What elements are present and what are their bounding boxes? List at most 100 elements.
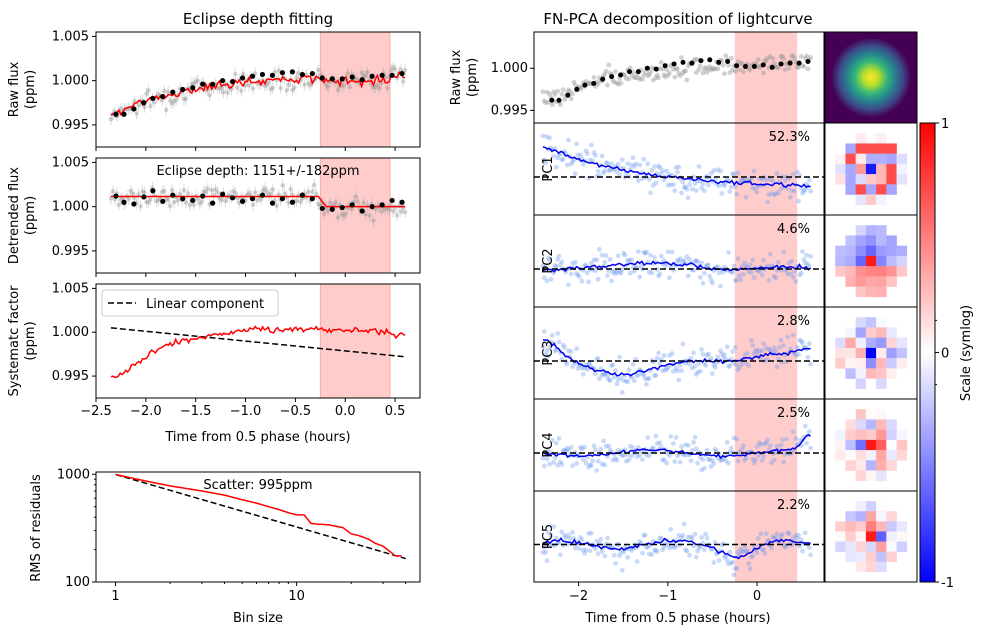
y-axis-label-line: Detrended flux (7, 167, 22, 264)
x-tick-label: −2.0 (130, 404, 162, 419)
component-point (749, 554, 754, 560)
component-point (751, 351, 757, 357)
component-point (562, 533, 567, 538)
component-point (808, 361, 814, 367)
component-point (580, 371, 586, 377)
component-point (775, 259, 781, 265)
component-point (627, 270, 633, 276)
component-point (660, 547, 666, 553)
component-pixel (896, 531, 908, 542)
component-point (544, 456, 550, 462)
component-point (588, 142, 594, 148)
component-pixel (886, 429, 897, 441)
component-point (687, 257, 692, 262)
detrended-point (363, 212, 368, 217)
component-pixel (896, 153, 908, 165)
raw-point (610, 78, 616, 83)
axes-frame (533, 490, 825, 583)
component-point (761, 341, 766, 347)
component-point (662, 263, 668, 269)
component-pixel (865, 266, 877, 277)
component-point (661, 544, 667, 550)
detrended-point (280, 183, 285, 188)
x-tick-label: 0.0 (335, 404, 356, 419)
component-point (544, 278, 550, 284)
eclipse-band (319, 31, 391, 148)
raw-point (631, 75, 637, 81)
component-pixel (855, 317, 867, 328)
component-point (556, 339, 562, 345)
raw-point (171, 99, 177, 104)
raw-point (774, 64, 780, 70)
component-point (547, 461, 553, 467)
component-point (540, 455, 546, 461)
component-point (599, 252, 605, 258)
component-pixel (865, 521, 877, 532)
component-point (734, 566, 740, 572)
binned-point (299, 71, 305, 78)
component-point (695, 369, 701, 375)
component-point (629, 453, 635, 459)
raw-point (640, 76, 645, 82)
binned-point (635, 69, 641, 75)
component-point (549, 438, 555, 443)
component-point (778, 533, 784, 539)
component-point (724, 440, 730, 445)
raw-point (692, 56, 698, 62)
component-point (693, 554, 699, 560)
component-pixel (865, 163, 877, 175)
component-pixel (845, 174, 856, 185)
raw-point (650, 77, 656, 83)
component-point (758, 531, 764, 537)
raw-point (700, 70, 706, 76)
component-point (588, 463, 594, 468)
binned-point (220, 191, 226, 197)
component-point (605, 160, 610, 166)
component-point (677, 459, 683, 465)
detrended-point (246, 190, 252, 196)
raw-point (611, 79, 617, 85)
raw-point (345, 71, 351, 76)
raw-point (642, 69, 648, 75)
component-point (765, 437, 770, 443)
detrended-point (325, 208, 331, 214)
component-point (668, 527, 674, 532)
raw-point (233, 71, 238, 77)
component-pixel (886, 266, 897, 277)
component-point (724, 558, 730, 563)
detrended-point (191, 202, 197, 207)
x-tick-label: 0 (753, 589, 761, 604)
component-point (541, 275, 547, 281)
component-point (580, 547, 586, 553)
component-point (668, 182, 674, 188)
component-line (542, 260, 812, 273)
raw-point (738, 61, 744, 67)
component-point (641, 156, 647, 162)
component-pixel (876, 419, 887, 430)
component-pixel (855, 266, 867, 277)
eclipse-band (734, 491, 798, 582)
binned-point (279, 196, 286, 202)
component-point (743, 455, 749, 461)
component-point (562, 447, 567, 453)
component-point (712, 446, 718, 452)
component-point (688, 534, 694, 540)
detrended-point (130, 191, 135, 196)
component-point (708, 277, 714, 283)
component-point (677, 362, 683, 368)
component-point (700, 351, 706, 357)
component-point (657, 535, 663, 541)
raw-point (240, 71, 246, 77)
component-point (595, 168, 601, 174)
binned-point (556, 97, 562, 103)
binned-point (769, 64, 775, 70)
raw-point (400, 79, 406, 84)
component-point (806, 545, 812, 551)
raw-point (586, 81, 592, 87)
component-point (695, 460, 701, 466)
raw-point (801, 64, 807, 69)
component-point (784, 359, 789, 365)
component-point (649, 552, 655, 557)
component-point (699, 347, 705, 352)
binned-point (389, 197, 395, 204)
